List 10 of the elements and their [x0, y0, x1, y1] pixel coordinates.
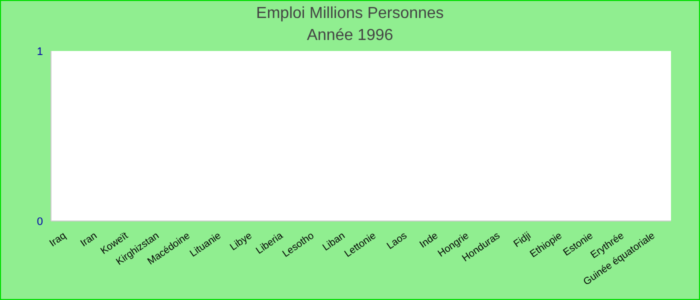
x-tick-label: Inde	[418, 230, 441, 251]
y-tick-label: 0	[36, 216, 43, 228]
x-tick-label: Iran	[78, 230, 100, 250]
chart-subtitle: Année 1996	[306, 27, 394, 45]
x-tick-label: Libye	[228, 230, 255, 254]
chart-title: Emploi Millions Personnes	[255, 5, 445, 23]
x-tick-label: Iraq	[48, 230, 68, 250]
x-tick-label: Fidji	[512, 230, 534, 250]
x-tick-label: Laos	[385, 230, 410, 252]
y-tick-label: 1	[36, 46, 43, 58]
